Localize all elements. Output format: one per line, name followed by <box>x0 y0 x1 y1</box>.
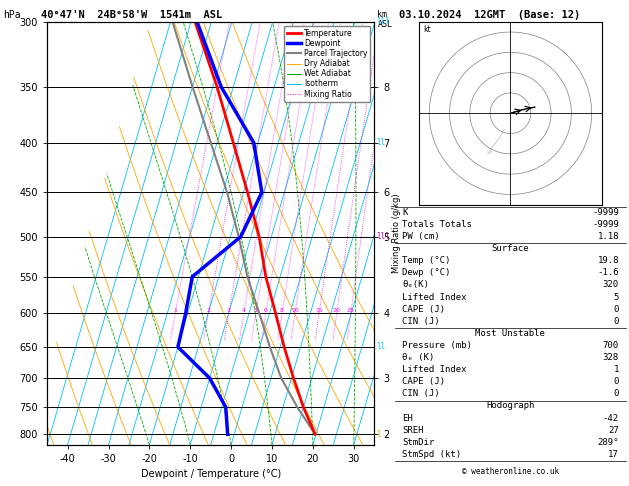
Text: 0: 0 <box>613 389 619 399</box>
Text: -9999: -9999 <box>592 208 619 217</box>
Text: Lifted Index: Lifted Index <box>402 293 467 302</box>
Text: 6: 6 <box>264 308 268 313</box>
Text: Totals Totals: Totals Totals <box>402 220 472 229</box>
Text: -9999: -9999 <box>592 220 619 229</box>
Text: 320: 320 <box>603 280 619 290</box>
Legend: Temperature, Dewpoint, Parcel Trajectory, Dry Adiabat, Wet Adiabat, Isotherm, Mi: Temperature, Dewpoint, Parcel Trajectory… <box>284 26 370 102</box>
Text: StmDir: StmDir <box>402 438 434 447</box>
Text: 0: 0 <box>613 305 619 313</box>
Text: 25: 25 <box>347 308 355 313</box>
Text: 3: 3 <box>227 308 231 313</box>
Text: 0: 0 <box>613 317 619 326</box>
Text: 2: 2 <box>206 308 210 313</box>
Text: 1.18: 1.18 <box>598 232 619 241</box>
Text: Temp (°C): Temp (°C) <box>402 256 450 265</box>
Text: lll: lll <box>376 17 390 26</box>
Text: 0: 0 <box>613 377 619 386</box>
Text: ll: ll <box>376 139 386 147</box>
Text: hPa: hPa <box>3 10 21 20</box>
Text: Pressure (mb): Pressure (mb) <box>402 341 472 350</box>
Text: 1: 1 <box>613 365 619 374</box>
Text: © weatheronline.co.uk: © weatheronline.co.uk <box>462 467 559 476</box>
Text: 17: 17 <box>608 450 619 459</box>
Text: Most Unstable: Most Unstable <box>476 329 545 338</box>
Text: CIN (J): CIN (J) <box>402 317 440 326</box>
Text: Surface: Surface <box>492 244 529 253</box>
Text: ll: ll <box>376 343 386 351</box>
Text: 27: 27 <box>608 426 619 434</box>
Text: StmSpd (kt): StmSpd (kt) <box>402 450 461 459</box>
Text: 15: 15 <box>315 308 323 313</box>
Text: 8: 8 <box>280 308 284 313</box>
Text: Hodograph: Hodograph <box>486 401 535 411</box>
Text: 10: 10 <box>291 308 299 313</box>
Text: CAPE (J): CAPE (J) <box>402 377 445 386</box>
Y-axis label: Mixing Ratio (g/kg): Mixing Ratio (g/kg) <box>392 193 401 273</box>
Text: l: l <box>376 430 381 439</box>
Text: EH: EH <box>402 414 413 423</box>
X-axis label: Dewpoint / Temperature (°C): Dewpoint / Temperature (°C) <box>141 469 281 479</box>
Text: kt: kt <box>486 150 493 155</box>
Text: 19.8: 19.8 <box>598 256 619 265</box>
Text: PW (cm): PW (cm) <box>402 232 440 241</box>
Text: 328: 328 <box>603 353 619 362</box>
Text: 5: 5 <box>254 308 258 313</box>
Text: 289°: 289° <box>598 438 619 447</box>
Text: 5: 5 <box>613 293 619 302</box>
Text: 20: 20 <box>333 308 341 313</box>
Text: CIN (J): CIN (J) <box>402 389 440 399</box>
Text: CAPE (J): CAPE (J) <box>402 305 445 313</box>
Text: 40°47'N  24B°58'W  1541m  ASL: 40°47'N 24B°58'W 1541m ASL <box>41 10 222 20</box>
Text: 700: 700 <box>603 341 619 350</box>
Text: -42: -42 <box>603 414 619 423</box>
Text: km
ASL: km ASL <box>377 10 392 29</box>
Text: lll: lll <box>376 232 390 241</box>
Text: Dewp (°C): Dewp (°C) <box>402 268 450 278</box>
Text: 03.10.2024  12GMT  (Base: 12): 03.10.2024 12GMT (Base: 12) <box>399 10 581 20</box>
Text: Lifted Index: Lifted Index <box>402 365 467 374</box>
Text: -1.6: -1.6 <box>598 268 619 278</box>
Text: θₑ(K): θₑ(K) <box>402 280 429 290</box>
Text: K: K <box>402 208 408 217</box>
Text: θₑ (K): θₑ (K) <box>402 353 434 362</box>
Text: 4: 4 <box>242 308 246 313</box>
Text: kt: kt <box>423 25 431 34</box>
Text: 1: 1 <box>173 308 177 313</box>
Text: SREH: SREH <box>402 426 423 434</box>
